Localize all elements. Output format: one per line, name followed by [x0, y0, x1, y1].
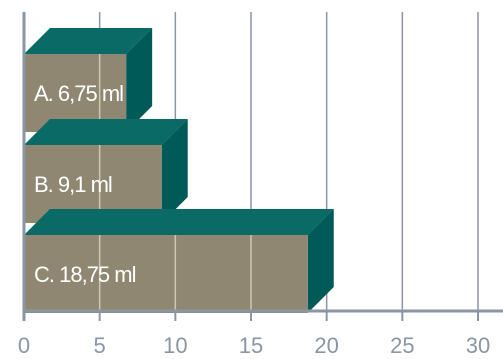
bar-label-3: C. 18,75 ml: [34, 262, 136, 287]
bar-top-1: [24, 28, 153, 54]
x-tick-label-10: 10: [163, 333, 187, 358]
x-tick-label-0: 0: [18, 333, 30, 358]
bar-label-1: A. 6,75 ml: [34, 81, 123, 106]
bar-side-1: [126, 28, 153, 132]
x-tick-label-20: 20: [314, 333, 338, 358]
bar-side-3: [307, 209, 334, 313]
bars: A. 6,75 ml B. 9,1 ml C. 18,75 ml: [24, 28, 334, 313]
x-tick-label-25: 25: [390, 333, 414, 358]
bar-side-2: [161, 119, 188, 223]
x-tick-label-15: 15: [239, 333, 263, 358]
x-tick-label-5: 5: [94, 333, 106, 358]
bar-3: [24, 235, 308, 313]
x-axis: 0 5 10 15 20 25 30: [18, 12, 503, 358]
bar-top-2: [24, 119, 188, 145]
bar-label-2: B. 9,1 ml: [34, 172, 112, 197]
x-tick-label-30: 30: [466, 333, 490, 358]
bar-top-3: [24, 209, 334, 235]
